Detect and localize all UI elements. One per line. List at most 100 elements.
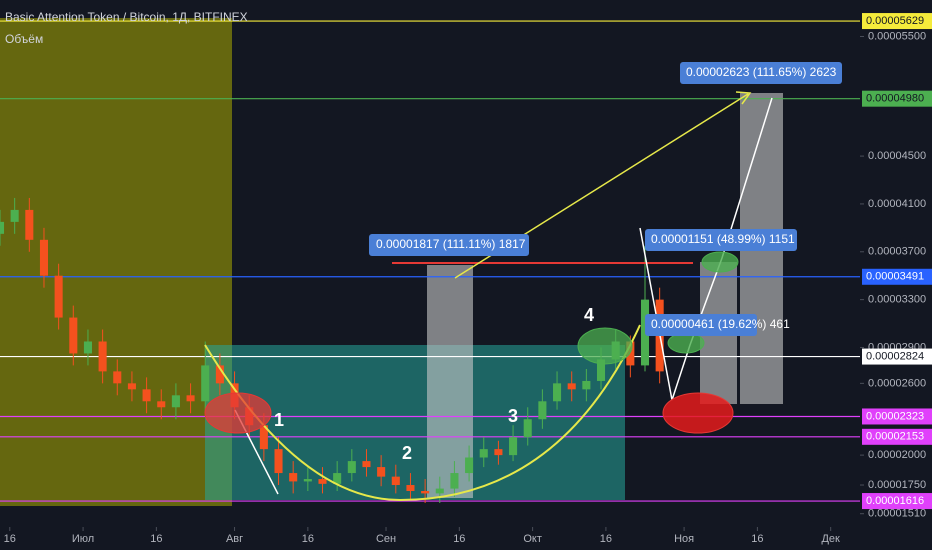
y-tick-label: 0.00004500 (868, 150, 926, 162)
level-label: 0.00001616 (866, 495, 924, 507)
ellipse (577, 327, 633, 365)
chart-title: Basic Attention Token / Bitcoin, 1Д, BIT… (5, 10, 248, 24)
level-label: 0.00004980 (866, 93, 924, 105)
wave-label: 1 (274, 410, 284, 430)
wave-label: 3 (508, 406, 518, 426)
candle-body (0, 221, 5, 234)
annotation-box (645, 314, 757, 336)
candle-body (127, 383, 136, 390)
level-label: 0.00002824 (866, 350, 924, 362)
candle-body (391, 476, 400, 486)
wave-label: 4 (584, 305, 594, 325)
x-tick-label: Ноя (674, 533, 694, 545)
level-tag (862, 428, 932, 445)
x-tick-label: Дек (821, 533, 840, 545)
x-tick-label: 16 (4, 533, 16, 545)
annotation-box (645, 229, 797, 251)
arrow-head (735, 91, 752, 105)
candle-body (377, 467, 386, 477)
level-label: 0.00002323 (866, 410, 924, 422)
candle-body (186, 395, 195, 402)
candle-body (523, 419, 532, 438)
x-tick-label: 16 (302, 533, 314, 545)
y-tick-label: 0.00001510 (868, 508, 926, 520)
ellipse (662, 392, 734, 434)
x-tick-label: 16 (751, 533, 763, 545)
level-label: 0.00002153 (866, 431, 924, 443)
level-tag (862, 268, 932, 285)
x-tick-label: Окт (523, 533, 542, 545)
y-tick-label: 0.00002600 (868, 377, 926, 389)
annotation: 0.00000461 (19.62%) 461 (651, 317, 790, 331)
candle-body (362, 461, 371, 468)
x-tick-label: 16 (600, 533, 612, 545)
candle-body (39, 239, 49, 276)
candle-body (259, 425, 268, 450)
level-tag (862, 348, 932, 365)
drawings-over: 0.00001817 (111.11%) 1817 0.00001151 (48… (5, 10, 842, 502)
y-tick-label: 0.00004100 (868, 198, 926, 210)
chart-subtitle: Объём (5, 32, 43, 46)
candle-body (596, 359, 606, 381)
y-tick-label: 0.00003300 (868, 294, 926, 306)
candle-body (215, 365, 224, 384)
candle-body (303, 479, 312, 482)
candle-body (98, 341, 107, 372)
candle-body (274, 449, 283, 474)
x-tick-label: Авг (226, 533, 243, 545)
annotation-box (680, 62, 842, 84)
candle-body (333, 473, 342, 484)
y-tick-label: 0.00001750 (868, 479, 926, 491)
highlight-zone (0, 18, 232, 506)
candle-body (406, 485, 415, 491)
candle-body (567, 383, 576, 390)
candle-body (54, 275, 63, 318)
ellipse (701, 251, 739, 273)
x-tick-label: Сен (376, 533, 396, 545)
candle-body (465, 457, 474, 474)
candle-body (83, 341, 92, 354)
candle-body (538, 401, 547, 420)
y-tick-label: 0.00003700 (868, 246, 926, 258)
candle-body (10, 209, 19, 222)
wave-label: 2 (402, 443, 412, 463)
level-tag (862, 493, 932, 510)
annotation: 0.00001151 (48.99%) 1151 (651, 232, 795, 246)
candle-body (171, 395, 180, 408)
cup-curve (204, 324, 641, 502)
candle-body (347, 461, 356, 474)
candle-body (113, 371, 122, 384)
candle-body (479, 449, 488, 458)
level-tag (862, 13, 932, 30)
annotation: 0.00001817 (111.11%) 1817 (376, 237, 526, 251)
candle-body (509, 437, 518, 456)
cup-zone (205, 345, 625, 500)
candle-body (201, 365, 210, 402)
candle-body (553, 383, 562, 402)
candle-body (494, 449, 503, 456)
x-tick-label: 16 (150, 533, 162, 545)
y-tick-label: 0.00002000 (868, 449, 926, 461)
candle-body (157, 401, 166, 408)
y-tick-label: 0.00005500 (868, 30, 926, 42)
candle-body (142, 389, 151, 402)
candle-body (626, 341, 635, 366)
candle-body (435, 488, 444, 494)
x-tick-label: 16 (453, 533, 465, 545)
candle-body (69, 317, 78, 354)
candle-body (421, 490, 430, 494)
annotation-box (369, 234, 529, 256)
time-axis (0, 527, 932, 550)
annotation: 0.00002623 (111.65%) 2623 (686, 65, 837, 79)
ellipse (204, 392, 272, 434)
candle-body (582, 380, 591, 390)
candle-body (25, 209, 34, 240)
level-label: 0.00005629 (866, 15, 924, 27)
level-tag (862, 408, 932, 425)
x-tick-label: Июл (72, 533, 94, 545)
candle-body (289, 473, 298, 482)
level-label: 0.00003491 (866, 271, 924, 283)
candle-body (450, 473, 459, 489)
